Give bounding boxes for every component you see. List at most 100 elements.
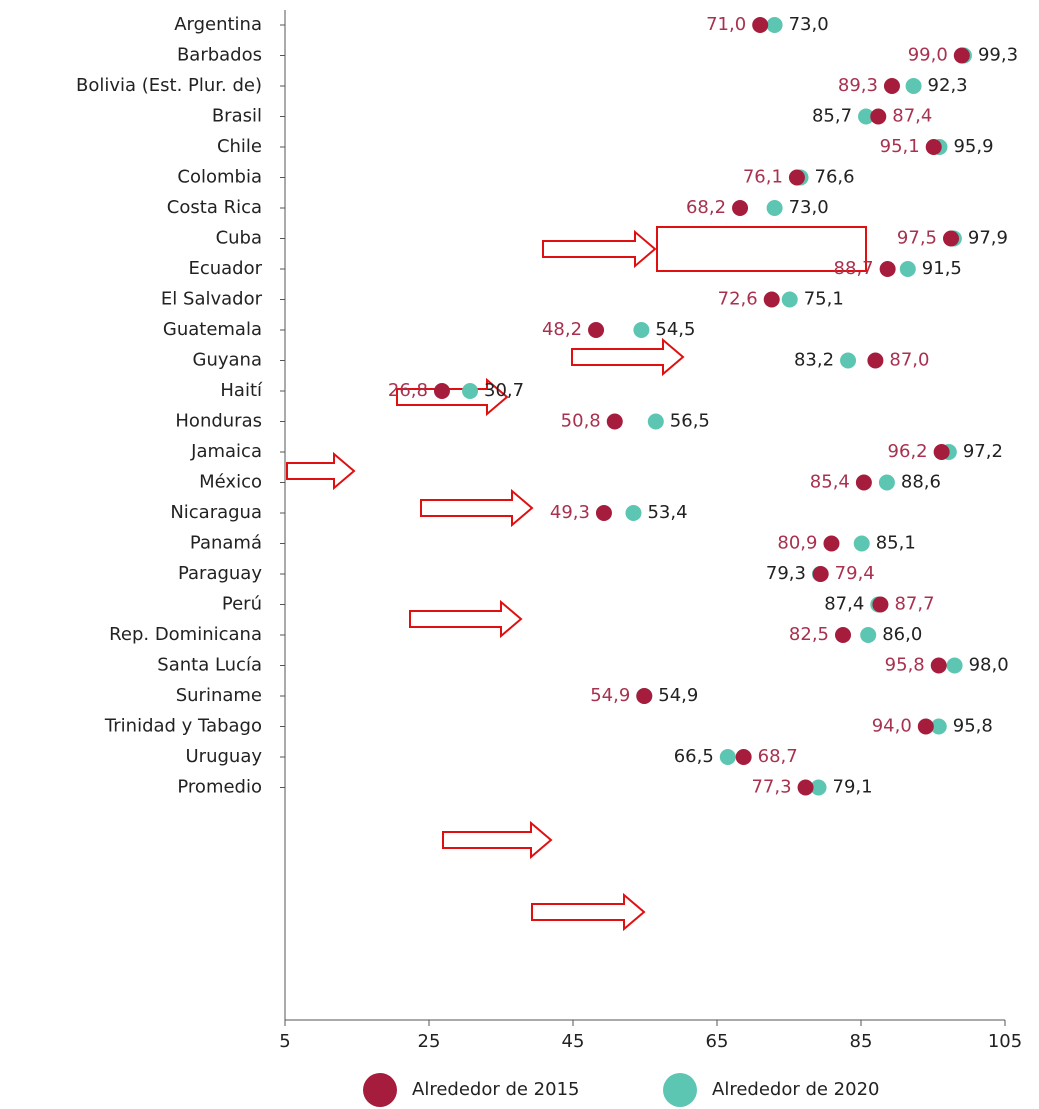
dot: [858, 108, 875, 125]
value-label: 85,7: [812, 106, 852, 127]
value-label: 88,6: [901, 472, 941, 493]
dot: [462, 383, 479, 399]
category-label: Jamaica: [190, 441, 262, 462]
category-label: Rep. Dominicana: [109, 624, 262, 645]
value-label: 97,9: [968, 228, 1008, 249]
arrow: [542, 229, 657, 269]
highlight-box: [656, 226, 867, 272]
dot: [812, 566, 829, 582]
category-label: México: [199, 472, 262, 493]
value-label: 95,8: [885, 655, 925, 676]
value-label: 99,3: [978, 45, 1018, 66]
dot: [953, 47, 970, 64]
dot: [647, 413, 664, 430]
value-label: 98,0: [969, 655, 1009, 676]
value-label: 76,6: [815, 167, 855, 188]
value-label: 82,5: [789, 624, 829, 645]
dot: [905, 78, 922, 94]
value-label: 96,2: [888, 441, 928, 462]
category-label: Barbados: [177, 45, 262, 66]
category-label: El Salvador: [161, 289, 263, 310]
value-label: 79,1: [833, 777, 873, 798]
legend-marker: [363, 1073, 397, 1107]
dot: [781, 291, 798, 308]
value-label: 26,8: [388, 380, 428, 401]
value-label: 77,3: [751, 777, 791, 798]
dot: [719, 749, 736, 765]
legend-marker: [663, 1073, 697, 1107]
dot: [766, 200, 783, 216]
dot: [930, 657, 947, 674]
dot: [788, 169, 805, 186]
value-label: 53,4: [647, 502, 687, 523]
dot: [588, 322, 605, 338]
category-label: Uruguay: [186, 746, 263, 767]
arrow: [286, 451, 356, 491]
value-label: 95,9: [953, 136, 993, 157]
arrow: [420, 488, 534, 528]
value-label: 89,3: [838, 75, 878, 96]
value-label: 56,5: [670, 411, 710, 432]
dot: [860, 627, 877, 643]
dot: [606, 413, 623, 430]
category-label: Bolivia (Est. Plur. de): [76, 75, 262, 96]
category-label: Chile: [217, 136, 262, 157]
arrow: [571, 337, 685, 377]
dot: [595, 505, 612, 521]
arrow: [442, 820, 553, 860]
x-tick-label: 25: [418, 1031, 441, 1052]
value-label: 97,5: [897, 228, 937, 249]
value-label: 71,0: [706, 14, 746, 35]
arrow: [531, 892, 646, 932]
value-label: 85,1: [876, 533, 916, 554]
category-label: Colombia: [177, 167, 262, 188]
dot: [943, 230, 959, 247]
category-label: Honduras: [175, 411, 262, 432]
value-label: 83,2: [794, 350, 834, 371]
category-label: Nicaragua: [170, 502, 262, 523]
x-tick-label: 65: [706, 1031, 729, 1052]
value-label: 87,7: [894, 594, 934, 615]
category-label: Promedio: [177, 777, 262, 798]
arrow: [409, 599, 523, 639]
category-label: Perú: [222, 594, 262, 615]
value-label: 68,7: [758, 746, 798, 767]
dot: [752, 17, 769, 33]
value-label: 79,4: [835, 563, 875, 584]
value-label: 48,2: [542, 319, 582, 340]
annotations: [286, 226, 867, 932]
arrow: [396, 377, 509, 417]
value-label: 66,5: [674, 746, 714, 767]
dot: [879, 261, 896, 277]
dot: [633, 322, 650, 338]
dot: [946, 657, 963, 674]
category-label: Guatemala: [163, 319, 262, 340]
dot: [878, 474, 895, 491]
category-label: Cuba: [216, 228, 262, 249]
category-label: Suriname: [176, 685, 262, 706]
category-label: Panamá: [190, 533, 262, 554]
dot: [823, 535, 840, 552]
category-label: Brasil: [212, 106, 262, 127]
value-label: 80,9: [777, 533, 817, 554]
category-label: Trinidad y Tabago: [104, 716, 262, 737]
legend-label: Alrededor de 2015: [412, 1079, 579, 1100]
value-label: 68,2: [686, 197, 726, 218]
dot: [870, 108, 887, 125]
x-tick-label: 5: [279, 1031, 290, 1052]
dot: [867, 352, 884, 369]
dot: [899, 261, 916, 277]
value-label: 87,4: [824, 594, 864, 615]
category-label: Argentina: [174, 14, 262, 35]
dot: [763, 291, 780, 308]
value-label: 54,9: [590, 685, 630, 706]
value-label: 99,0: [908, 45, 948, 66]
dot: [853, 535, 870, 552]
dot: [930, 718, 947, 735]
dot: [855, 474, 872, 491]
value-label: 30,7: [484, 380, 524, 401]
dot: [735, 749, 752, 765]
dot: [835, 627, 851, 643]
value-label: 92,3: [928, 75, 968, 96]
dot: [766, 17, 783, 33]
